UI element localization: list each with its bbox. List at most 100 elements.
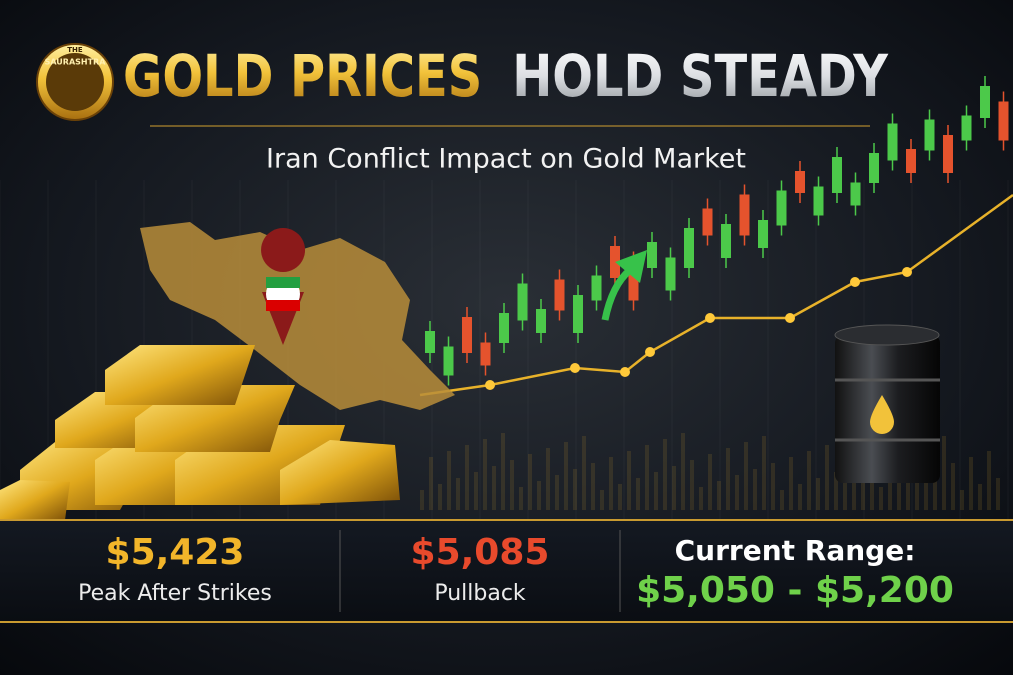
bg-volume xyxy=(735,475,739,510)
candle xyxy=(721,224,731,258)
bg-volume xyxy=(852,466,856,510)
trend-dot xyxy=(570,363,580,373)
trend-dot xyxy=(485,380,495,390)
logo-inner xyxy=(46,53,104,111)
subtitle: Iran Conflict Impact on Gold Market xyxy=(266,144,746,175)
flag-red xyxy=(266,300,300,311)
candle xyxy=(776,190,787,226)
bg-volume xyxy=(456,478,460,510)
bg-volume xyxy=(681,433,685,510)
trend-dot xyxy=(850,277,860,287)
bg-volume xyxy=(591,463,595,510)
bg-volume xyxy=(915,475,919,510)
logo-top: THE xyxy=(67,46,83,54)
bg-volume xyxy=(447,451,451,510)
bg-volume xyxy=(951,463,955,510)
bg-volume xyxy=(897,481,901,510)
candle xyxy=(425,331,435,353)
candle xyxy=(795,171,805,193)
candle xyxy=(628,261,639,301)
map-pin xyxy=(261,228,306,272)
map-iran xyxy=(140,222,455,410)
logo-name: SAURASHTRA xyxy=(45,58,107,67)
stat-value: $5,085 xyxy=(411,532,550,573)
bg-volume xyxy=(564,442,568,510)
bg-volume xyxy=(690,460,694,510)
bg-volume xyxy=(996,478,1000,510)
candle xyxy=(517,283,528,321)
bg-volume xyxy=(978,484,982,510)
bg-volume xyxy=(645,445,649,510)
bg-volume xyxy=(492,466,496,510)
bg-volume xyxy=(555,475,559,510)
candle xyxy=(906,149,916,173)
bg-volume xyxy=(636,478,640,510)
candle xyxy=(758,220,768,248)
candle xyxy=(573,295,583,333)
title: GOLD PRICES HOLD STEADY xyxy=(123,42,889,110)
candle xyxy=(961,115,972,141)
candle xyxy=(554,279,565,311)
candle xyxy=(647,242,657,268)
candle xyxy=(684,228,694,268)
candle xyxy=(850,182,861,206)
bg-volume xyxy=(942,436,946,510)
bg-volume xyxy=(501,433,505,510)
candle xyxy=(591,275,602,301)
bg-volume xyxy=(816,478,820,510)
gold-bar xyxy=(0,480,70,520)
stat-value: $5,050 - $5,200 xyxy=(636,570,954,611)
bg-volume xyxy=(807,451,811,510)
bg-volume xyxy=(582,436,586,510)
candle xyxy=(480,342,491,366)
bg-volume xyxy=(762,436,766,510)
bg-volume xyxy=(699,487,703,510)
candle xyxy=(980,86,990,118)
bg-volume xyxy=(987,451,991,510)
bg-volume xyxy=(870,460,874,510)
bg-volume xyxy=(663,439,667,510)
oil-barrel xyxy=(834,324,940,483)
oil-drop xyxy=(870,395,894,434)
bg-volume xyxy=(483,439,487,510)
stat-value: $5,423 xyxy=(106,532,245,573)
bg-volume xyxy=(609,457,613,510)
bg-volume xyxy=(537,481,541,510)
bg-volume xyxy=(933,469,937,510)
trend-dot xyxy=(705,313,715,323)
candle xyxy=(499,313,509,343)
trend-dot xyxy=(902,267,912,277)
candle xyxy=(924,119,935,151)
bg-volume xyxy=(717,481,721,510)
bg-volume xyxy=(510,460,514,510)
bg-volume xyxy=(438,484,442,510)
bg-volume xyxy=(726,448,730,510)
bg-volume xyxy=(753,469,757,510)
bg-volume xyxy=(627,451,631,510)
bg-volume xyxy=(420,490,424,510)
up-arrow-head xyxy=(615,250,647,283)
bg-volume xyxy=(708,454,712,510)
bg-volume xyxy=(654,472,658,510)
stat-label: Peak After Strikes xyxy=(78,581,272,606)
title-gold: GOLD PRICES xyxy=(123,42,482,110)
bg-volume xyxy=(960,490,964,510)
trend-dot xyxy=(645,347,655,357)
candle xyxy=(702,208,713,236)
candle xyxy=(869,153,879,183)
bg-volume xyxy=(600,490,604,510)
bg-volume xyxy=(519,487,523,510)
bg-volume xyxy=(474,472,478,510)
candle xyxy=(832,157,842,193)
title-silver: HOLD STEADY xyxy=(512,42,889,110)
bg-volume xyxy=(429,457,433,510)
candle xyxy=(998,101,1009,141)
barrel-top xyxy=(834,324,940,346)
trend-line xyxy=(419,193,1013,397)
gold-bar xyxy=(105,345,255,405)
bg-volume xyxy=(573,469,577,510)
gold-bars xyxy=(0,345,400,520)
up-arrow xyxy=(601,267,633,321)
